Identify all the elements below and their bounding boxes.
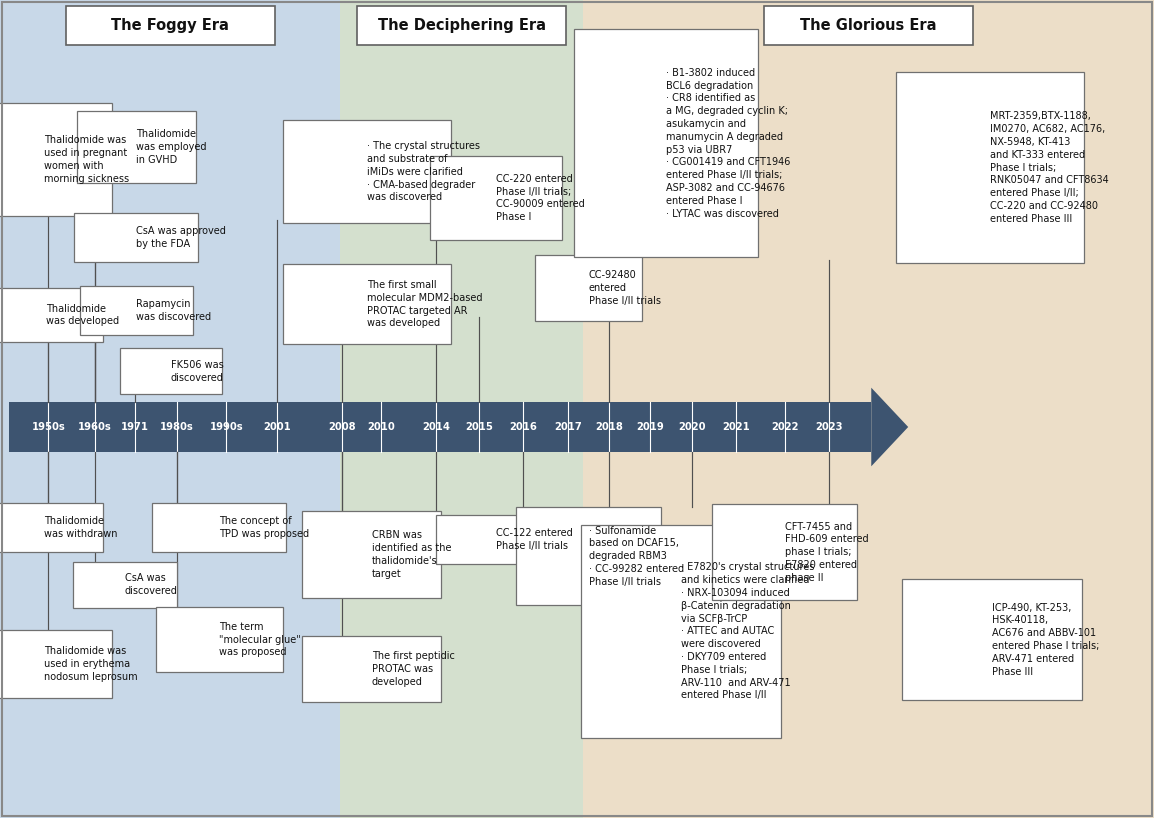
Text: The first small
molecular MDM2-based
PROTAC targeted AR
was developed: The first small molecular MDM2-based PRO… [367,280,482,329]
Text: 2019: 2019 [636,422,664,432]
Text: CsA was approved
by the FDA: CsA was approved by the FDA [136,226,226,249]
Text: 2020: 2020 [679,422,706,432]
FancyBboxPatch shape [902,579,1082,700]
Text: · E7820's crystal structures
and kinetics were clarified
· NRX-103094 induced
β-: · E7820's crystal structures and kinetic… [681,563,815,700]
Text: The Deciphering Era: The Deciphering Era [377,18,546,33]
Text: The concept of
TPD was proposed: The concept of TPD was proposed [219,516,309,539]
Text: · The crystal structures
and substrate of
iMiDs were clarified
· CMA-based degra: · The crystal structures and substrate o… [367,142,480,202]
Text: 2010: 2010 [367,422,395,432]
Text: Thalidomide
was developed: Thalidomide was developed [46,303,119,326]
FancyBboxPatch shape [156,607,283,672]
Text: · B1-3802 induced
BCL6 degradation
· CR8 identified as
a MG, degraded cyclin K;
: · B1-3802 induced BCL6 degradation · CR8… [666,68,790,218]
Text: Thalidomide was
used in pregnant
women with
morning sickness: Thalidomide was used in pregnant women w… [44,135,129,184]
Text: Thalidomide
was withdrawn: Thalidomide was withdrawn [44,516,118,539]
FancyArrow shape [871,388,908,466]
FancyBboxPatch shape [73,562,177,608]
FancyBboxPatch shape [0,103,112,216]
FancyBboxPatch shape [436,515,556,564]
Text: 2021: 2021 [722,422,750,432]
FancyBboxPatch shape [583,0,1154,818]
FancyBboxPatch shape [302,636,441,702]
FancyBboxPatch shape [283,120,451,223]
FancyBboxPatch shape [120,348,222,394]
Text: The term
"molecular glue"
was proposed: The term "molecular glue" was proposed [219,622,301,658]
FancyBboxPatch shape [74,213,198,262]
FancyBboxPatch shape [9,402,871,452]
Text: The Foggy Era: The Foggy Era [111,18,230,33]
Text: 1950s: 1950s [31,422,66,432]
FancyBboxPatch shape [896,73,1084,263]
Text: 2022: 2022 [771,422,799,432]
Text: 2016: 2016 [509,422,537,432]
FancyBboxPatch shape [66,6,275,45]
Text: CC-92480
entered
Phase I/II trials: CC-92480 entered Phase I/II trials [589,270,660,306]
FancyBboxPatch shape [430,155,562,240]
Text: FK506 was
discovered: FK506 was discovered [171,360,224,383]
Text: 1971: 1971 [121,422,149,432]
Text: 2023: 2023 [815,422,842,432]
FancyBboxPatch shape [283,264,451,344]
Text: CFT-7455 and
FHD-609 entered
phase I trials;
E7820 entered
phase II: CFT-7455 and FHD-609 entered phase I tri… [785,522,868,582]
Text: Rapamycin
was discovered: Rapamycin was discovered [136,299,211,322]
FancyBboxPatch shape [712,504,857,600]
Text: 1960s: 1960s [77,422,112,432]
Text: CsA was
discovered: CsA was discovered [125,573,178,596]
FancyBboxPatch shape [0,503,104,552]
Text: 2008: 2008 [328,422,355,432]
FancyBboxPatch shape [0,0,340,818]
Text: · Sulfonamide
based on DCAF15,
degraded RBM3
· CC-99282 entered
Phase I/II trial: · Sulfonamide based on DCAF15, degraded … [589,526,683,587]
Text: CC-220 entered
Phase I/II trials;
CC-90009 entered
Phase I: CC-220 entered Phase I/II trials; CC-900… [496,173,585,222]
FancyBboxPatch shape [302,511,441,598]
FancyBboxPatch shape [340,0,583,818]
Text: 2017: 2017 [554,422,582,432]
FancyBboxPatch shape [534,255,642,321]
FancyBboxPatch shape [80,286,193,335]
Text: ICP-490, KT-253,
HSK-40118,
AC676 and ABBV-101
entered Phase I trials;
ARV-471 e: ICP-490, KT-253, HSK-40118, AC676 and AB… [992,603,1100,676]
Text: MRT-2359,BTX-1188,
IM0270, AC682, AC176,
NX-5948, KT-413
and KT-333 entered
Phas: MRT-2359,BTX-1188, IM0270, AC682, AC176,… [990,111,1109,224]
FancyBboxPatch shape [0,630,112,699]
FancyBboxPatch shape [580,525,780,738]
Text: 1980s: 1980s [159,422,194,432]
FancyBboxPatch shape [76,111,195,183]
Text: 1990s: 1990s [209,422,243,432]
Text: CC-122 entered
Phase I/II trials: CC-122 entered Phase I/II trials [496,528,574,551]
Text: Thalidomide
was employed
in GVHD: Thalidomide was employed in GVHD [136,129,207,165]
Text: The Glorious Era: The Glorious Era [800,18,937,33]
Text: 2001: 2001 [263,422,291,432]
FancyBboxPatch shape [0,288,103,342]
Text: 2018: 2018 [595,422,623,432]
Text: The first peptidic
PROTAC was
developed: The first peptidic PROTAC was developed [372,651,455,687]
FancyBboxPatch shape [516,507,661,605]
FancyBboxPatch shape [574,29,758,257]
FancyBboxPatch shape [358,6,565,45]
FancyBboxPatch shape [764,6,973,45]
Text: Thalidomide was
used in erythema
nodosum leprosum: Thalidomide was used in erythema nodosum… [44,646,137,682]
FancyBboxPatch shape [152,503,286,552]
Text: 2014: 2014 [422,422,450,432]
Text: CRBN was
identified as the
thalidomide's
target: CRBN was identified as the thalidomide's… [372,530,451,579]
Text: 2015: 2015 [465,422,493,432]
